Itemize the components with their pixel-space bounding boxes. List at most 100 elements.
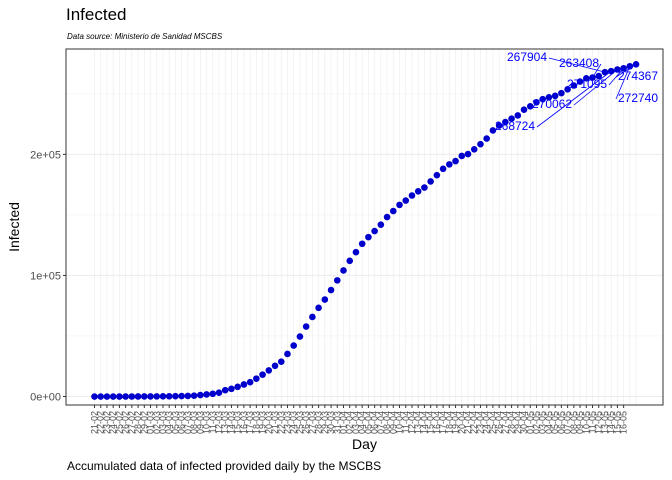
data-labels: 267904 263408 270062 271095 268724 274367 2727… xyxy=(495,50,658,133)
x-tick-label: 09-03 xyxy=(195,411,205,434)
data-point xyxy=(234,383,241,391)
x-tick-label: 25-04 xyxy=(488,411,498,434)
x-tick-label: 15-04 xyxy=(426,411,436,434)
data-point xyxy=(483,135,490,142)
data-point xyxy=(558,89,565,97)
data-point xyxy=(147,393,154,400)
x-tick-label: 11-05 xyxy=(588,411,598,433)
x-tick-label: 03-03 xyxy=(158,411,168,434)
data-point xyxy=(128,393,136,400)
x-tick-label: 30-04 xyxy=(519,411,529,434)
x-tick-label: 18-04 xyxy=(444,411,454,434)
x-tick-label: 05-04 xyxy=(363,411,373,434)
data-point xyxy=(203,391,210,398)
x-tick-label: 31-03 xyxy=(332,411,342,434)
x-tick-label: 25-03 xyxy=(295,411,305,434)
x-tick-label: 06-05 xyxy=(556,411,566,434)
x-tick-label: 14-04 xyxy=(419,411,429,434)
x-tick-label: 01-05 xyxy=(525,411,535,434)
x-tick-label: 13-03 xyxy=(220,411,230,434)
data-point xyxy=(315,304,322,312)
x-tick-label: 18-03 xyxy=(251,411,261,434)
x-tick-label: 23-04 xyxy=(475,411,485,434)
grid-major xyxy=(66,49,663,405)
data-point xyxy=(576,78,584,85)
data-point xyxy=(209,390,217,398)
x-tick-label: 21-03 xyxy=(270,411,280,434)
x-tick-label: 21-02 xyxy=(90,411,100,434)
data-point xyxy=(165,392,173,400)
x-tick-label: 14-03 xyxy=(226,411,236,434)
data-point xyxy=(564,86,571,93)
label-leader-line xyxy=(615,63,637,78)
x-tick-label: 26-02 xyxy=(121,411,131,434)
data-label: 268724 xyxy=(495,119,535,133)
x-tick-label: 24-04 xyxy=(482,411,492,434)
data-point xyxy=(520,106,528,113)
data-point xyxy=(390,207,397,215)
data-point xyxy=(446,161,453,168)
y-tick-label: 2e+05 xyxy=(30,149,61,161)
x-tick-label: 24-03 xyxy=(289,411,299,434)
x-tick-label: 29-02 xyxy=(139,411,149,434)
x-tick-label: 01-04 xyxy=(339,411,349,434)
data-point xyxy=(371,227,378,235)
data-label: 263408 xyxy=(559,56,599,70)
y-axis-title: Infected xyxy=(6,202,22,252)
data-point xyxy=(215,389,223,397)
data-point xyxy=(495,122,503,129)
data-point xyxy=(439,165,447,173)
data-label: 270062 xyxy=(532,97,572,111)
data-point xyxy=(421,184,428,191)
data-point xyxy=(489,127,497,134)
data-point xyxy=(340,267,347,274)
x-tick-label: 08-03 xyxy=(189,411,199,434)
x-tick-label: 10-03 xyxy=(202,411,212,434)
x-tick-label: 09-05 xyxy=(575,411,585,434)
data-point xyxy=(321,296,329,303)
data-point xyxy=(246,378,254,386)
x-tick-label: 25-02 xyxy=(114,411,124,434)
x-tick-label: 19-03 xyxy=(258,411,268,434)
data-point xyxy=(134,393,142,400)
x-tick-label: 28-03 xyxy=(314,411,324,434)
data-point xyxy=(333,277,341,284)
x-tick-label: 03-04 xyxy=(351,411,361,434)
x-tick-label: 23-02 xyxy=(102,411,112,434)
x-tick-label: 14-05 xyxy=(606,411,616,434)
x-tick-label: 24-02 xyxy=(108,411,118,434)
x-tick-label: 22-02 xyxy=(96,411,106,434)
x-tick-label: 06-03 xyxy=(177,411,187,434)
data-point xyxy=(91,393,98,400)
data-point xyxy=(253,375,260,382)
x-tick-label: 29-04 xyxy=(513,411,523,434)
x-tick-label: 07-04 xyxy=(376,411,386,434)
x-tick-label: 16-03 xyxy=(239,411,249,434)
data-point xyxy=(551,92,559,100)
data-point xyxy=(172,392,179,400)
x-tick-label: 10-05 xyxy=(581,411,591,434)
label-leader-line xyxy=(536,70,612,128)
x-tick-label: 12-05 xyxy=(594,411,604,434)
x-tick-label: 27-04 xyxy=(500,411,510,434)
data-point xyxy=(458,152,466,160)
chart-title: Infected xyxy=(66,5,127,24)
x-axis-ticks: 21-0222-0223-0224-0225-0226-0227-0228-02… xyxy=(90,405,629,434)
x-tick-label: 15-05 xyxy=(612,411,622,434)
plot-panel-border xyxy=(65,48,664,406)
data-point xyxy=(159,393,167,400)
x-tick-label: 28-04 xyxy=(507,411,517,434)
x-tick-label: 04-05 xyxy=(544,411,554,434)
x-tick-label: 16-04 xyxy=(432,411,442,434)
data-point xyxy=(240,381,248,388)
data-point xyxy=(103,393,111,400)
x-tick-label: 30-03 xyxy=(326,411,336,434)
data-point xyxy=(109,393,117,400)
data-point xyxy=(582,75,590,82)
x-tick-label: 06-04 xyxy=(370,411,380,434)
x-tick-label: 05-03 xyxy=(170,411,180,434)
data-point xyxy=(116,393,123,400)
data-label: 271095 xyxy=(567,77,607,91)
x-tick-label: 09-04 xyxy=(388,411,398,434)
x-tick-label: 19-04 xyxy=(451,411,461,434)
